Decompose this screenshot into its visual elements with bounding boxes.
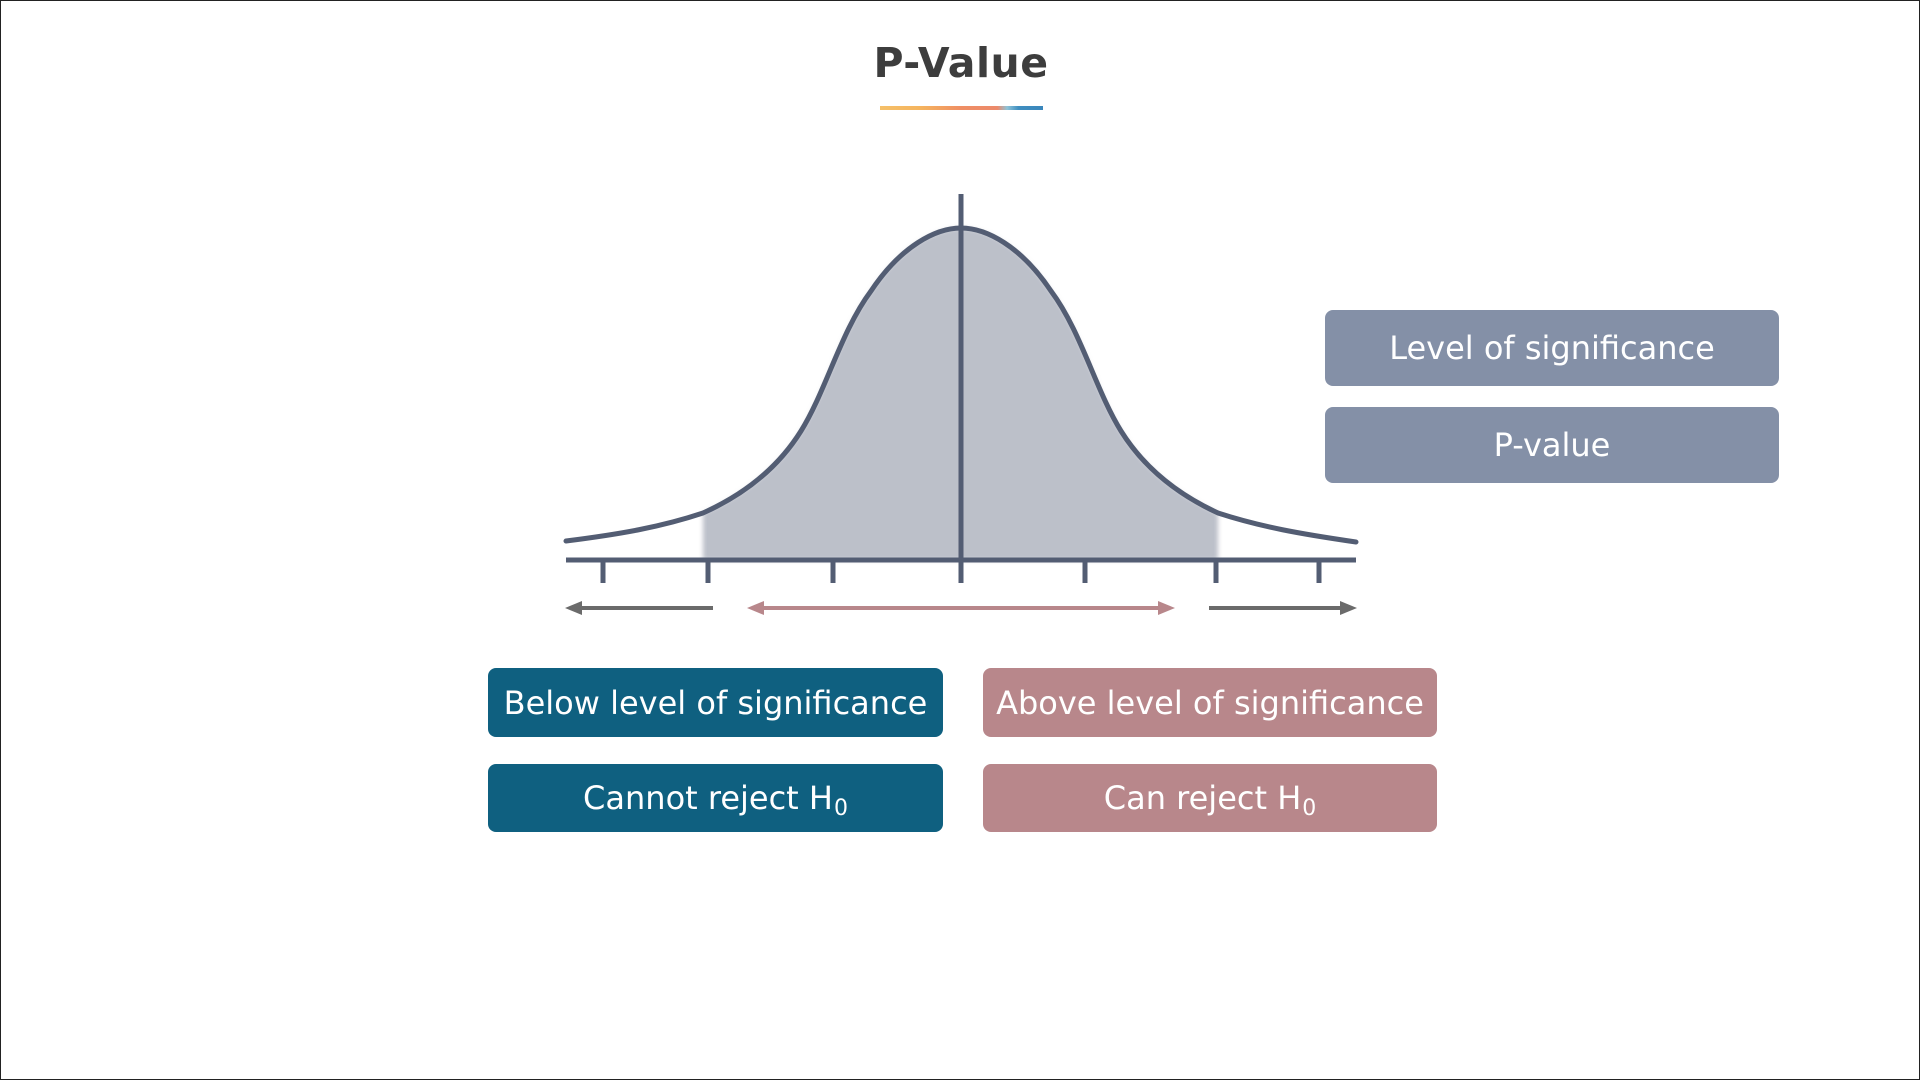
above-significance-box: Above level of significance	[983, 668, 1437, 737]
title-underline	[880, 106, 1043, 110]
p-value-label: P-value	[1493, 426, 1611, 464]
cannot-reject-label: Cannot reject H0	[583, 779, 848, 821]
left-tail-arrow	[565, 601, 713, 615]
level-of-significance-box: Level of significance	[1325, 310, 1779, 386]
slide-title: P-Value	[873, 39, 1049, 87]
right-tail-arrow	[1209, 601, 1357, 615]
middle-double-arrow	[747, 601, 1175, 615]
level-of-significance-label: Level of significance	[1389, 329, 1715, 367]
can-reject-box: Can reject H0	[983, 764, 1437, 832]
can-reject-label: Can reject H0	[1103, 779, 1317, 821]
below-significance-label: Below level of significance	[503, 683, 928, 722]
axis-ticks	[600, 560, 1322, 583]
p-value-box: P-value	[1325, 407, 1779, 483]
above-significance-label: Above level of significance	[996, 683, 1424, 722]
below-significance-box: Below level of significance	[488, 668, 943, 737]
cannot-reject-box: Cannot reject H0	[488, 764, 943, 832]
